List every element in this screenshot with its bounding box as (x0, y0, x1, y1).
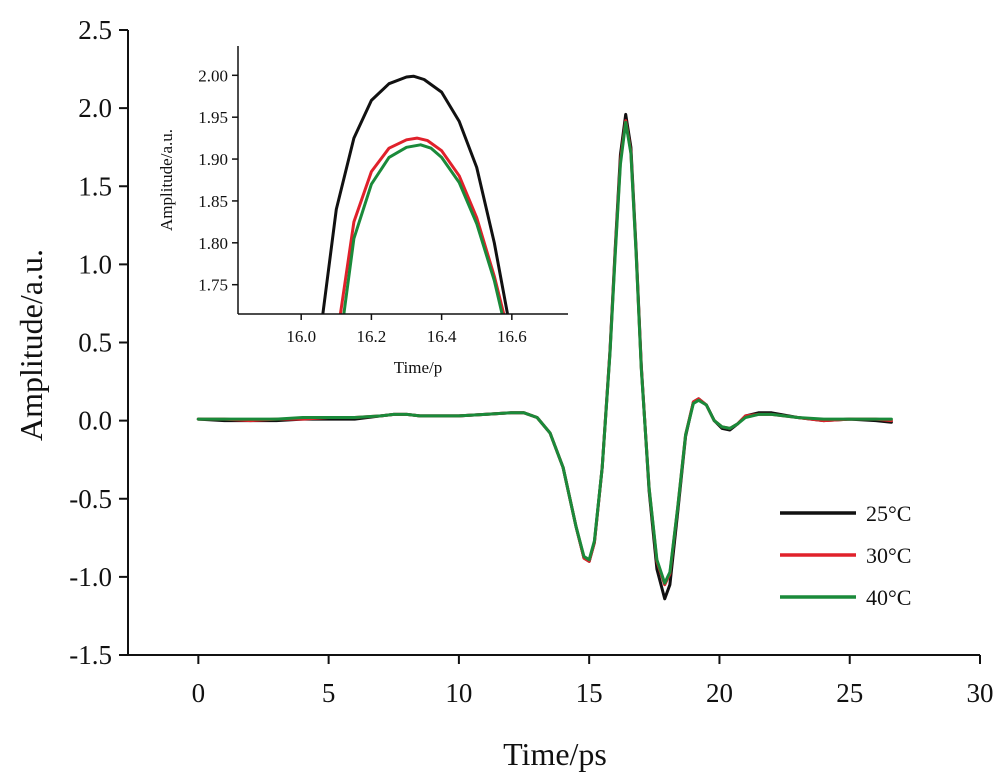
legend-label: 25°C (866, 501, 911, 526)
main-y-tick-label: 1.0 (78, 249, 112, 279)
legend: 25°C 30°C 40°C (780, 501, 911, 610)
inset-y-tick-label: 1.90 (198, 150, 228, 169)
inset-x-ticks: 16.0 16.2 16.4 16.6 (286, 314, 527, 346)
main-x-tick-label: 10 (445, 678, 472, 708)
main-y-tick-label: 2.5 (78, 15, 112, 45)
inset-x-tick-label: 16.6 (497, 327, 527, 346)
main-x-tick-label: 25 (836, 678, 863, 708)
main-series-line (196, 120, 893, 585)
inset-y-ticks: 1.75 1.80 1.85 1.90 1.95 2.00 (198, 66, 238, 295)
main-x-ticks: 0 5 10 15 20 25 30 (192, 655, 994, 708)
main-y-tick-label: -1.0 (69, 562, 112, 592)
inset-y-tick-label: 1.95 (198, 108, 228, 127)
main-y-tick-label: -0.5 (69, 484, 112, 514)
inset-y-tick-label: 1.75 (198, 276, 228, 295)
main-y-tick-label: 0.5 (78, 328, 112, 358)
inset-x-tick-label: 16.4 (427, 327, 457, 346)
main-x-tick-label: 30 (967, 678, 994, 708)
inset-series-lines (321, 74, 510, 314)
main-x-tick-label: 15 (576, 678, 603, 708)
inset-y-tick-label: 1.80 (198, 234, 228, 253)
inset-series-line (338, 136, 506, 314)
inset-background (238, 46, 568, 314)
main-x-tick-label: 5 (322, 678, 336, 708)
inset-y-tick-label: 1.85 (198, 192, 228, 211)
main-series-lines (196, 112, 893, 601)
main-x-tick-label: 20 (706, 678, 733, 708)
main-y-tick-label: 0.0 (78, 406, 112, 436)
inset-plot: 16.0 16.2 16.4 16.6 1.75 1.80 1.85 1.90 1.95 2.0… (157, 46, 568, 377)
main-y-tick-label: 1.5 (78, 171, 112, 201)
main-x-tick-label: 0 (192, 678, 206, 708)
inset-x-axis-label: Time/p (394, 358, 443, 377)
main-x-axis-label: Time/ps (503, 736, 607, 772)
main-y-tick-label: -1.5 (69, 640, 112, 670)
inset-series-line (342, 143, 504, 314)
legend-label: 30°C (866, 543, 911, 568)
main-y-axis-label: Amplitude/a.u. (13, 249, 49, 441)
main-y-ticks: -1.5 -1.0 -0.5 0.0 0.5 1.0 1.5 2.0 2.5 (69, 15, 128, 670)
inset-x-tick-label: 16.0 (286, 327, 316, 346)
inset-series-line (321, 74, 510, 314)
inset-y-axis-label: Amplitude/a.u. (157, 129, 176, 231)
legend-label: 40°C (866, 585, 911, 610)
main-y-tick-label: 2.0 (78, 93, 112, 123)
inset-y-tick-label: 2.00 (198, 66, 228, 85)
inset-x-tick-label: 16.2 (357, 327, 387, 346)
main-plot: 0 5 10 15 20 25 30 -1.5 -1.0 -0.5 0.0 0.5 1.0 1.5 2.0… (13, 15, 994, 772)
